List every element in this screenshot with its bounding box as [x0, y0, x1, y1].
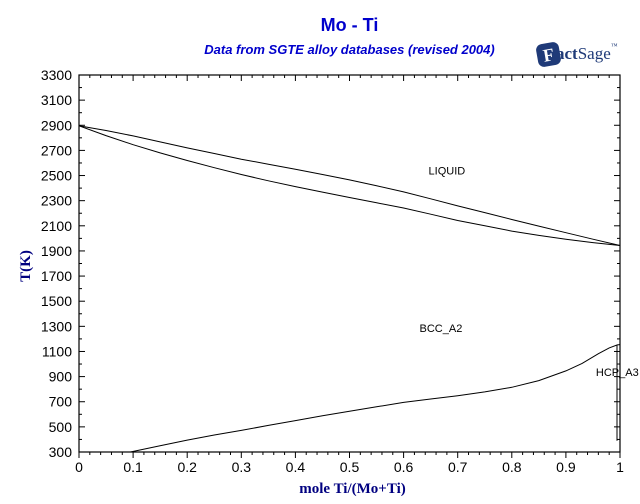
y-tick-label: 700: [49, 394, 73, 410]
curve-bcc-hcp-boundary: [130, 344, 621, 453]
y-tick-label: 3100: [41, 92, 72, 108]
y-tick-label: 1300: [41, 318, 72, 334]
x-tick-label: 0.6: [394, 459, 414, 475]
x-tick-label: 0: [75, 459, 83, 475]
y-tick-label: 1700: [41, 268, 72, 284]
region-label-bcc_a2: BCC_A2: [420, 323, 463, 335]
factsage-logo-sage: Sage: [577, 44, 611, 63]
x-tick-label: 0.1: [123, 459, 143, 475]
x-tick-label: 0.2: [177, 459, 197, 475]
y-tick-label: 2700: [41, 142, 72, 158]
y-tick-label: 900: [49, 369, 73, 385]
y-tick-label: 2500: [41, 168, 72, 184]
curve-liquidus: [78, 125, 621, 246]
x-tick-label: 0.9: [556, 459, 576, 475]
curve-solidus: [78, 125, 621, 246]
factsage-logo-tm: ™: [610, 42, 618, 50]
y-tick-label: 2300: [41, 193, 72, 209]
x-tick-label: 0.5: [340, 459, 360, 475]
y-axis-label: T(K): [18, 250, 34, 282]
plot-frame: [78, 74, 621, 453]
factsage-logo-act: act: [556, 44, 578, 63]
y-tick-label: 1500: [41, 293, 72, 309]
y-tick-label: 500: [49, 419, 73, 435]
y-tick-label: 2100: [41, 218, 72, 234]
y-tick-label: 1100: [42, 343, 72, 359]
x-tick-label: 0.4: [286, 459, 306, 475]
x-tick-label: 0.8: [502, 459, 522, 475]
chart-title: Mo - Ti: [320, 15, 379, 35]
x-tick-label: 1: [616, 459, 624, 475]
y-tick-label: 2900: [41, 117, 72, 133]
x-tick-label: 0.7: [448, 459, 468, 475]
factsage-logo-f: F: [541, 43, 556, 65]
chart-subtitle: Data from SGTE alloy databases (revised …: [204, 42, 495, 57]
x-axis-label: mole Ti/(Mo+Ti): [299, 481, 405, 497]
region-label-hcp_a3: HCP_A3: [596, 367, 639, 379]
x-tick-label: 0.3: [232, 459, 252, 475]
y-tick-label: 300: [49, 444, 73, 460]
factsage-logo-icon: F: [535, 40, 562, 68]
y-tick-label: 3300: [41, 67, 72, 83]
region-label-liquid: LIQUID: [429, 166, 466, 178]
y-tick-label: 1900: [41, 243, 72, 259]
